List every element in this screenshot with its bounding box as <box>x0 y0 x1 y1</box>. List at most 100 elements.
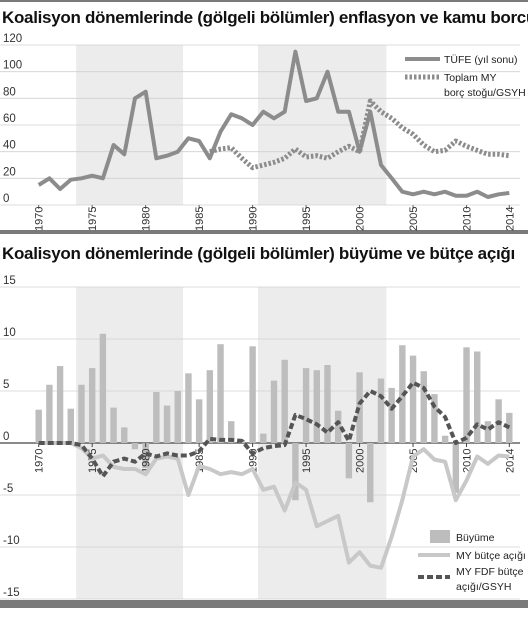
x-tick-label-6: 2000 <box>355 449 367 473</box>
x-tick-label-8: 2010 <box>462 207 474 231</box>
growth-bar-1980 <box>142 443 149 468</box>
top-border <box>0 0 528 2</box>
growth-bar-2010 <box>463 347 470 443</box>
y-tick-label-1: 10 <box>3 327 16 339</box>
section-divider <box>0 230 528 234</box>
growth-bar-1999 <box>345 443 353 479</box>
growth-bar-2014 <box>506 412 513 443</box>
growth-bar-2003 <box>388 387 395 443</box>
x-tick-label-4: 1990 <box>248 207 260 231</box>
growth-bar-1986 <box>206 370 214 443</box>
y-tick-label-5: 100 <box>3 60 22 72</box>
x-tick-label-6: 2000 <box>355 207 367 231</box>
legend-borc-label: Toplam MY borç stoğu/GSYH <box>444 72 526 99</box>
growth-bar-2000 <box>356 372 363 443</box>
growth-bar-2009 <box>452 443 460 493</box>
y-tick-label-3: 0 <box>3 431 9 443</box>
x-tick-label-1: 1975 <box>87 207 99 231</box>
y-tick-label-3: 60 <box>3 113 16 125</box>
legend-growth-label: Büyüme <box>456 532 495 544</box>
growth-bar-1990 <box>249 346 256 443</box>
growth-bar-1991 <box>260 433 267 443</box>
growth-bar-1978 <box>121 427 128 443</box>
chart2-title: Koalisyon dönemlerinde (gölgeli bölümler… <box>2 244 515 263</box>
legend-fdf-label-line1: MY FDF bütçe <box>456 566 524 578</box>
y-tick-label-6: 120 <box>3 33 22 45</box>
growth-bar-2001 <box>367 443 374 503</box>
chart1-y-tick-labels: 0 20 40 60 80 100 120 <box>3 33 22 205</box>
y-tick-label-2: 40 <box>3 140 16 152</box>
growth-bar-2002 <box>377 378 385 443</box>
x-tick-label-5: 1995 <box>301 207 313 231</box>
growth-bar-1993 <box>281 359 288 443</box>
growth-bar-1987 <box>217 344 224 443</box>
x-tick-label-9: 2014 <box>504 449 516 473</box>
x-tick-label-4: 1990 <box>248 449 260 473</box>
growth-bar-1976 <box>99 333 107 443</box>
x-tick-label-3: 1985 <box>194 207 206 231</box>
chart2-y-tick-labels: 15 10 5 0 -5 -10 -15 <box>3 275 20 599</box>
growth-bar-2006 <box>420 371 427 443</box>
growth-bar-1975 <box>88 368 96 443</box>
growth-bar-1979 <box>131 443 139 450</box>
growth-bar-1998 <box>334 410 342 443</box>
growth-bar-1995 <box>302 368 310 443</box>
legend-borc-label-line1: Toplam MY <box>444 72 497 84</box>
legend-tufe-label: TÜFE (yıl sonu) <box>444 54 518 66</box>
legend-deficit-label: MY bütçe açığı <box>456 550 526 562</box>
legend-borc-label-line2: borç stoğu/GSYH <box>444 87 526 99</box>
growth-bar-2008 <box>441 435 449 443</box>
fdf-deficit-line <box>38 380 511 479</box>
chart2-legend: Büyüme MY bütçe açığı MY FDF bütçe açığı… <box>418 530 526 593</box>
legend-fdf-label: MY FDF bütçe açığı/GSYH <box>456 566 526 593</box>
growth-bar-1973 <box>67 408 74 443</box>
growth-bar-1971 <box>46 384 53 443</box>
growth-bar-2012 <box>484 421 492 443</box>
y-tick-label-6: -15 <box>3 587 20 599</box>
growth-bar-1970 <box>35 409 42 443</box>
chart1-legend: TÜFE (yıl sonu) Toplam MY borç stoğu/GSY… <box>405 54 526 99</box>
growth-bar-1982 <box>163 405 171 443</box>
growth-bar-1997 <box>324 365 331 443</box>
y-tick-label-0: 0 <box>3 193 9 205</box>
growth-bar-1996 <box>313 370 320 443</box>
chart2-gridlines <box>0 286 520 600</box>
chart2-line-series <box>38 380 511 570</box>
y-tick-label-0: 15 <box>3 275 16 287</box>
x-tick-label-0: 1970 <box>34 207 46 231</box>
y-tick-label-5: -10 <box>3 535 20 547</box>
bottom-border <box>0 600 528 608</box>
x-tick-label-0: 1970 <box>34 449 46 473</box>
y-tick-label-2: 5 <box>3 379 9 391</box>
growth-bar-1994 <box>292 443 299 501</box>
x-tick-label-5: 1995 <box>301 449 313 473</box>
chart1-series <box>37 49 510 199</box>
x-tick-label-2: 1980 <box>141 207 153 231</box>
growth-bar-1985 <box>195 399 203 443</box>
y-tick-label-1: 20 <box>3 166 16 178</box>
growth-bar-2011 <box>474 351 481 443</box>
y-tick-label-4: 80 <box>3 86 16 98</box>
chart1-title: Koalisyon dönemlerinde (gölgeli bölümler… <box>2 8 528 27</box>
y-tick-label-4: -5 <box>3 483 13 495</box>
growth-bar-1977 <box>110 407 117 443</box>
growth-bar-1972 <box>56 366 64 443</box>
growth-bar-1992 <box>270 380 278 443</box>
growth-bar-2005 <box>409 355 417 443</box>
growth-bar-1983 <box>174 391 181 443</box>
tufe-line <box>37 49 510 199</box>
legend-growth-swatch <box>430 530 450 543</box>
growth-bar-1988 <box>228 421 235 443</box>
growth-bar-2007 <box>431 394 438 443</box>
inflation-debt-chart: Koalisyon dönemlerinde (gölgeli bölümler… <box>0 8 528 231</box>
growth-budget-chart: Koalisyon dönemlerinde (gölgeli bölümler… <box>0 244 526 600</box>
borc-stok-line <box>209 98 510 171</box>
budget-deficit-line <box>38 441 510 570</box>
growth-bar-1974 <box>78 384 85 443</box>
chart1-x-tick-labels: 1970 1975 1980 1985 1990 1995 2000 2005 2010 2014 <box>34 205 516 231</box>
x-tick-label-7: 2005 <box>408 207 420 231</box>
growth-bar-1984 <box>185 373 192 443</box>
x-tick-label-9: 2014 <box>504 207 516 231</box>
legend-fdf-label-line2: açığı/GSYH <box>456 581 511 593</box>
